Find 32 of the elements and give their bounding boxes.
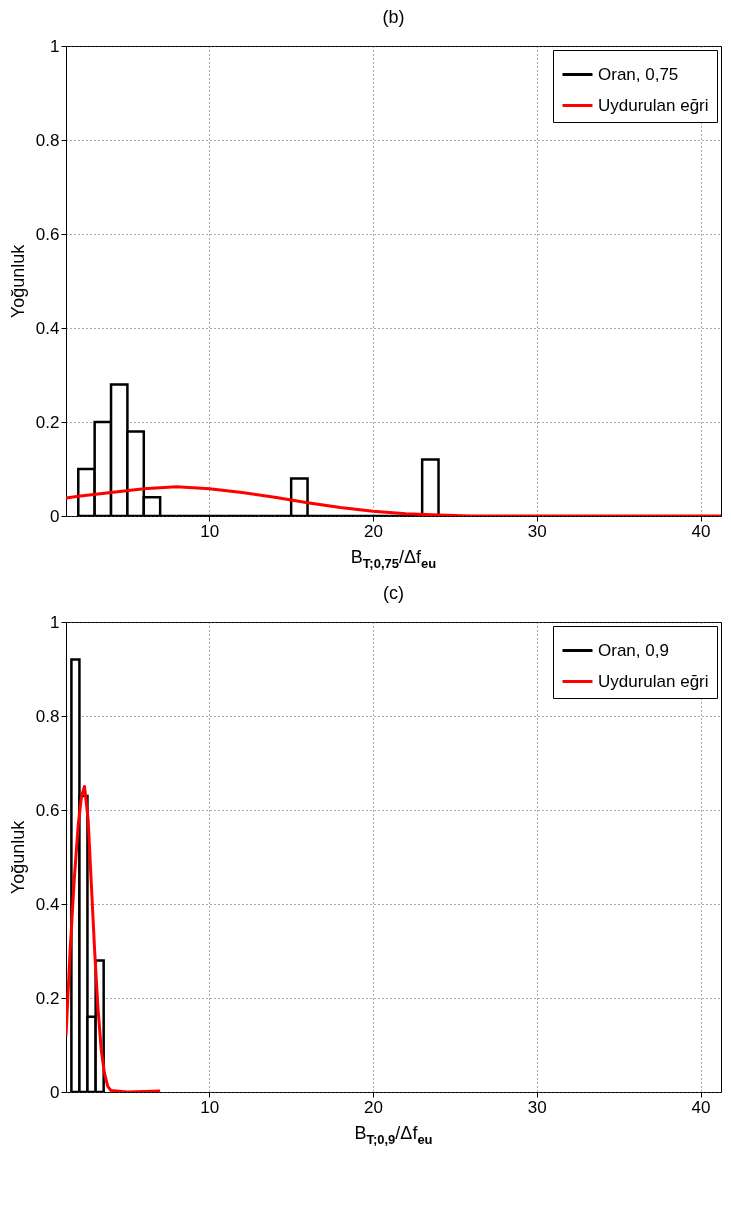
x-tick-label: 40: [691, 1097, 711, 1117]
chart-title: (c): [383, 583, 404, 603]
line-series: [66, 485, 721, 516]
x-tick-label: 20: [364, 521, 383, 541]
y-tick-label: 0.6: [35, 800, 60, 820]
x-tick-label: 10: [200, 1097, 220, 1117]
y-tick-label: 0.6: [35, 224, 60, 244]
y-axis-title: Yoğunluk: [7, 819, 28, 895]
y-tick-label: 1: [50, 612, 60, 632]
legend-label: Oran, 0,9: [598, 640, 669, 660]
x-tick-label: 30: [527, 1097, 547, 1117]
y-tick-label: 0.2: [35, 988, 60, 1008]
x-axis-title: B$_{T;0,9}$/Δf$_{eu}$: [353, 1122, 434, 1149]
x-tick-label: 10: [200, 521, 220, 541]
y-tick-label: 0.2: [35, 412, 60, 432]
x-tick-label: 40: [691, 521, 711, 541]
y-tick-label: 0: [50, 506, 60, 526]
y-axis-title: Yoğunluk: [7, 243, 28, 319]
y-tick-label: 0.8: [35, 706, 60, 726]
legend-label: Uydurulan eğri: [598, 95, 709, 115]
x-tick-label: 30: [527, 521, 547, 541]
chart-title: (b): [382, 7, 405, 27]
y-tick-label: 0.4: [35, 318, 60, 338]
y-tick-label: 0.8: [35, 130, 60, 150]
line-series: [66, 785, 162, 1092]
x-axis-title: B$_{T;0,75}$/Δf$_{eu}$: [349, 546, 438, 573]
y-tick-label: 0: [50, 1082, 60, 1102]
legend-label: Uydurulan eğri: [598, 671, 709, 691]
y-tick-label: 0.4: [35, 894, 60, 914]
legend-label: Oran, 0,75: [598, 64, 679, 84]
x-tick-label: 20: [364, 1097, 383, 1117]
y-tick-label: 1: [50, 36, 60, 56]
